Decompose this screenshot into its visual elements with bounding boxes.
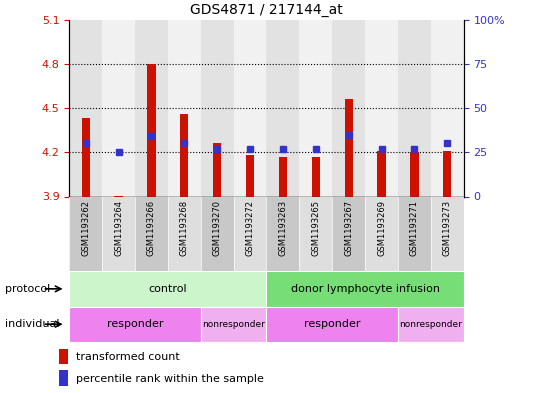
Bar	[82, 118, 90, 196]
Bar	[233, 196, 266, 271]
Bar	[201, 196, 233, 271]
Bar	[398, 20, 431, 196]
Bar	[410, 152, 418, 196]
Bar	[300, 20, 332, 196]
Bar	[102, 196, 135, 271]
Bar	[59, 349, 68, 364]
Bar	[443, 151, 451, 196]
Text: transformed count: transformed count	[76, 352, 180, 362]
Bar	[300, 196, 332, 271]
Bar	[398, 307, 464, 342]
Bar	[213, 143, 221, 196]
Bar	[69, 196, 102, 271]
Title: GDS4871 / 217144_at: GDS4871 / 217144_at	[190, 3, 343, 17]
Text: responder: responder	[304, 319, 360, 329]
Text: donor lymphocyte infusion: donor lymphocyte infusion	[290, 284, 440, 294]
Text: nonresponder: nonresponder	[399, 320, 462, 329]
Bar	[201, 20, 233, 196]
Text: percentile rank within the sample: percentile rank within the sample	[76, 374, 263, 384]
Bar	[377, 151, 386, 196]
Bar	[168, 196, 201, 271]
Bar	[365, 196, 398, 271]
Bar	[69, 271, 266, 307]
Text: responder: responder	[107, 319, 163, 329]
Bar	[332, 196, 365, 271]
Bar	[135, 196, 168, 271]
Bar	[135, 20, 168, 196]
Text: individual: individual	[5, 319, 60, 329]
Bar	[201, 307, 266, 342]
Bar	[266, 307, 398, 342]
Bar	[279, 157, 287, 196]
Text: protocol: protocol	[5, 284, 51, 294]
Bar	[431, 20, 464, 196]
Bar	[266, 196, 300, 271]
Bar	[365, 20, 398, 196]
Bar	[102, 20, 135, 196]
Text: GSM1193267: GSM1193267	[344, 200, 353, 256]
Bar	[59, 371, 68, 386]
Text: GSM1193263: GSM1193263	[278, 200, 287, 256]
Bar	[332, 20, 365, 196]
Text: GSM1193269: GSM1193269	[377, 200, 386, 256]
Bar	[266, 20, 300, 196]
Bar	[233, 20, 266, 196]
Bar	[246, 155, 254, 196]
Text: GSM1193262: GSM1193262	[81, 200, 90, 256]
Bar	[180, 114, 189, 196]
Text: GSM1193266: GSM1193266	[147, 200, 156, 256]
Bar	[168, 20, 201, 196]
Bar	[69, 20, 102, 196]
Bar	[266, 271, 464, 307]
Bar	[147, 64, 156, 196]
Text: GSM1193268: GSM1193268	[180, 200, 189, 256]
Bar	[69, 307, 201, 342]
Text: GSM1193271: GSM1193271	[410, 200, 419, 256]
Bar	[431, 196, 464, 271]
Bar	[344, 99, 353, 196]
Text: GSM1193265: GSM1193265	[311, 200, 320, 256]
Text: GSM1193273: GSM1193273	[443, 200, 452, 256]
Text: control: control	[149, 284, 187, 294]
Text: GSM1193272: GSM1193272	[246, 200, 255, 256]
Text: GSM1193270: GSM1193270	[213, 200, 222, 256]
Text: nonresponder: nonresponder	[202, 320, 265, 329]
Bar	[312, 157, 320, 196]
Text: GSM1193264: GSM1193264	[114, 200, 123, 256]
Bar	[398, 196, 431, 271]
